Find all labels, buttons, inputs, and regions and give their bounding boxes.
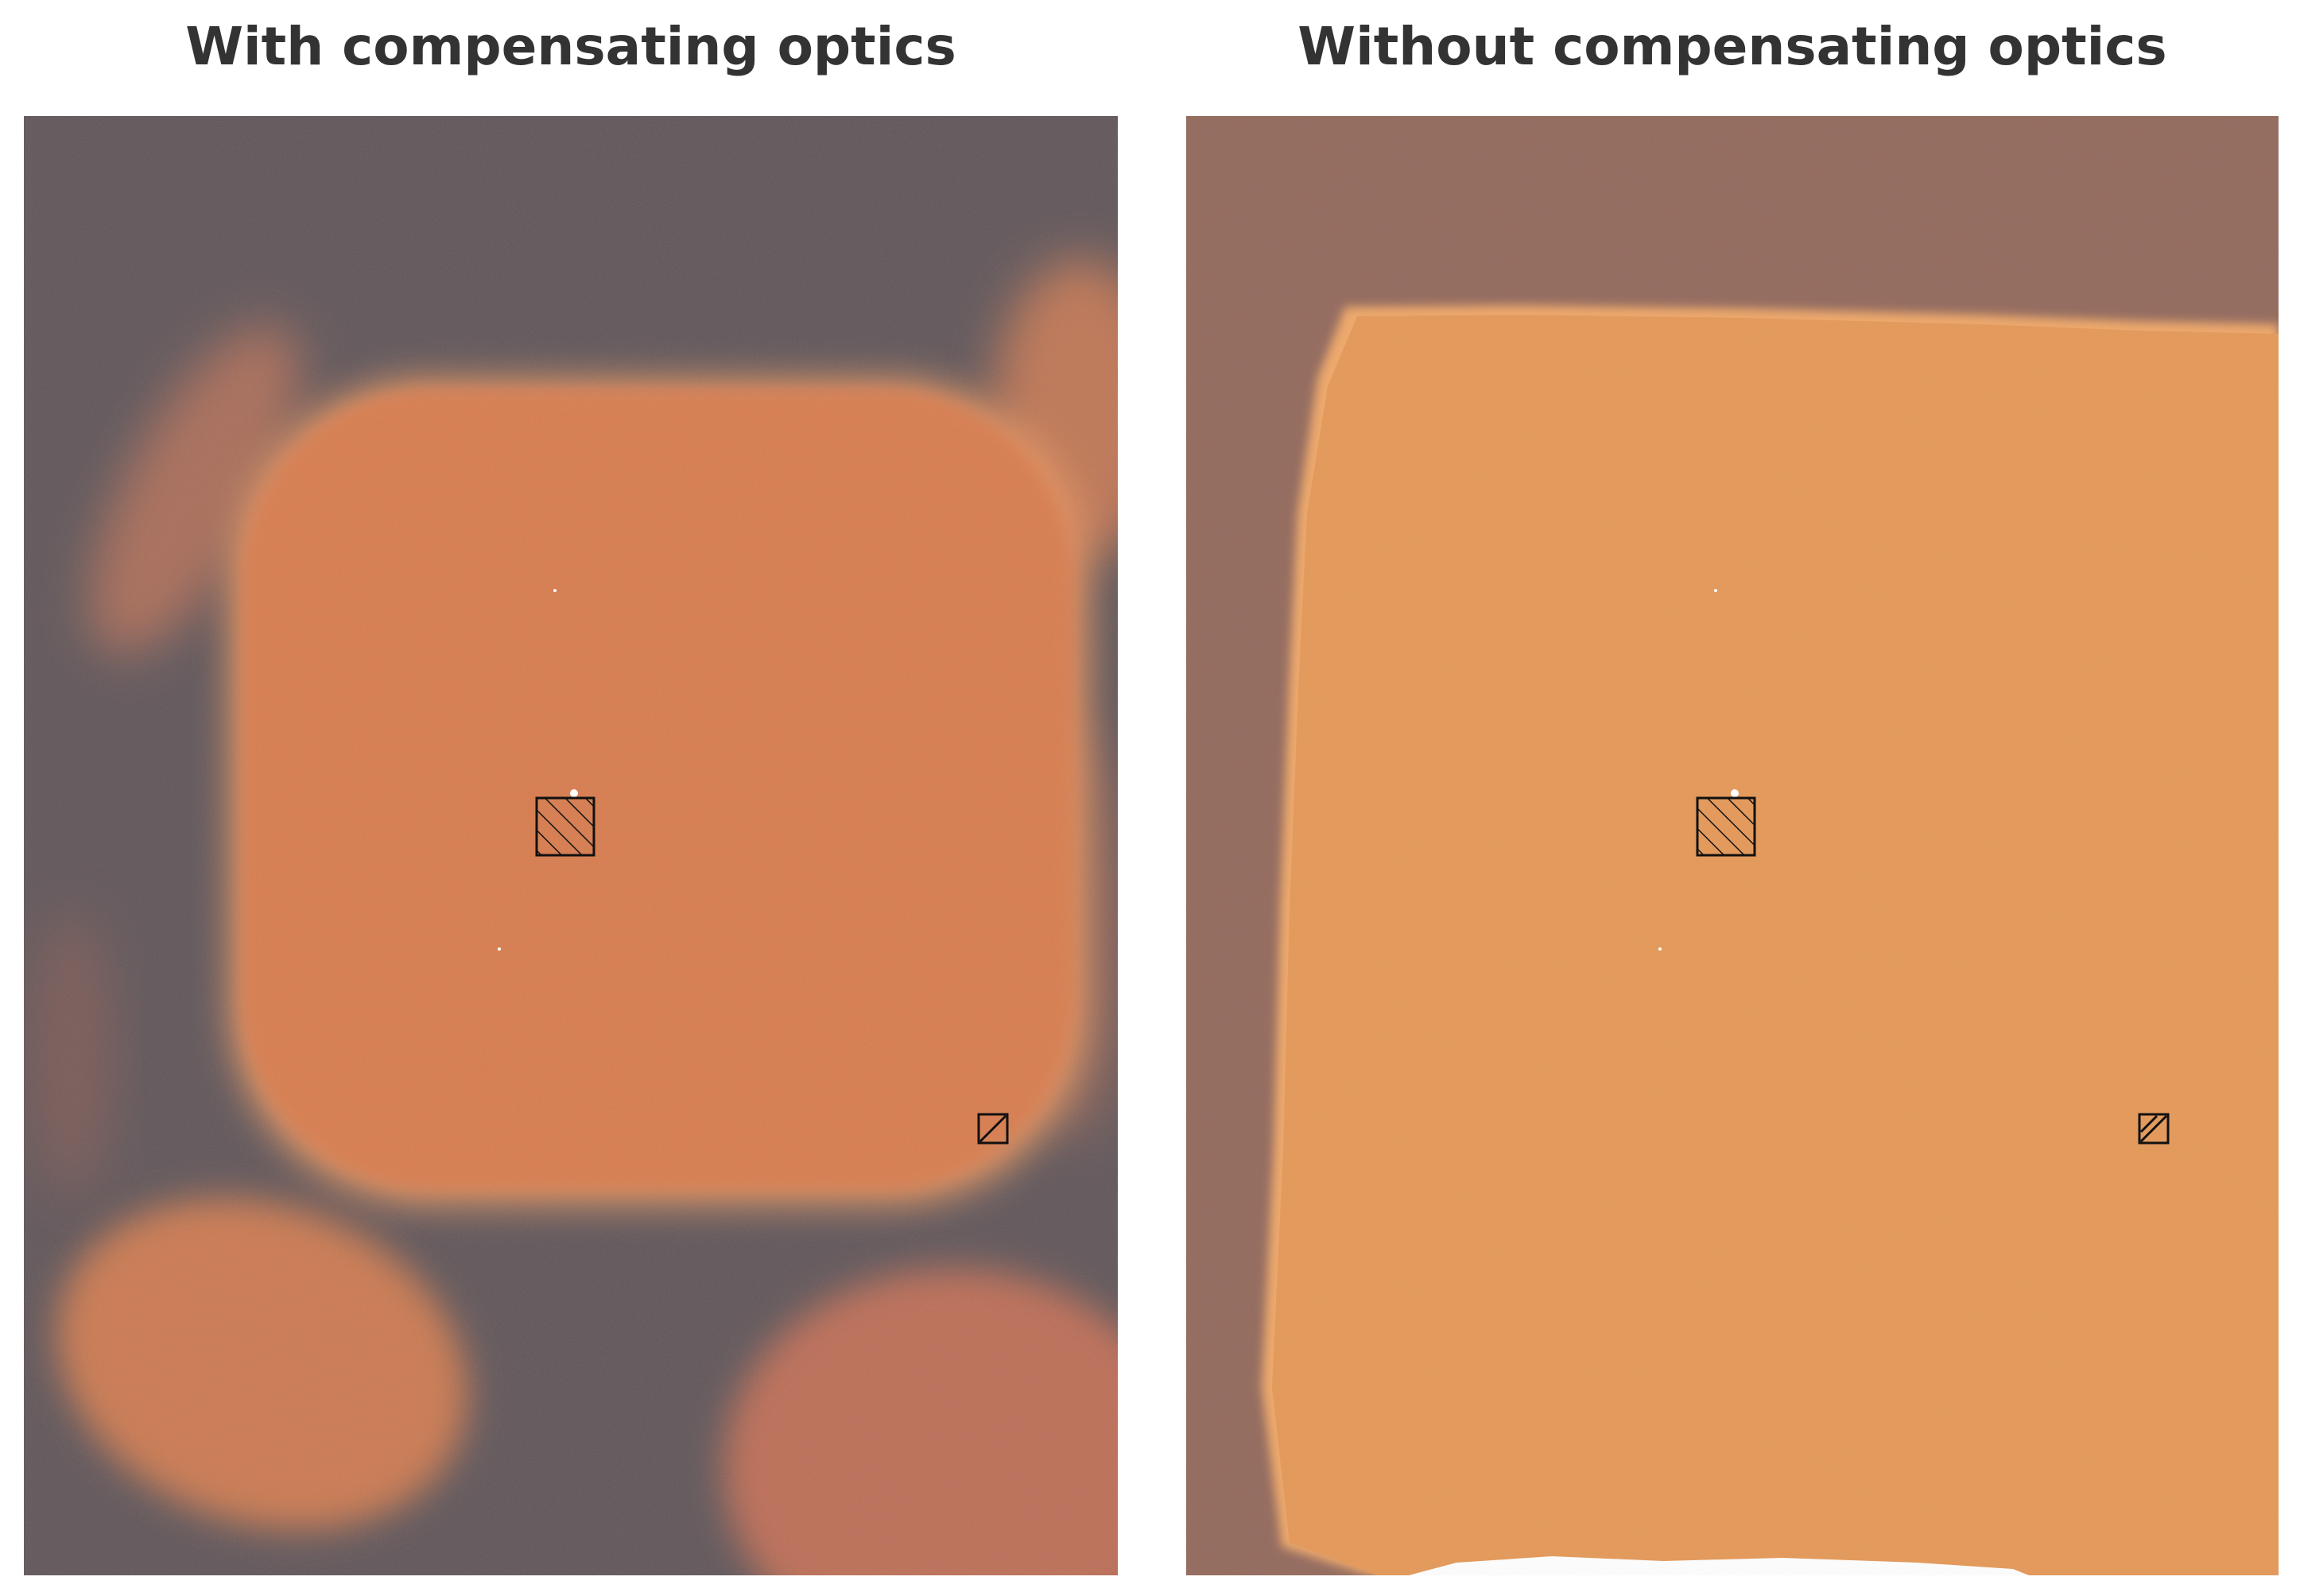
image-without-optics — [1186, 116, 2279, 1575]
panel-title-without-optics: Without compensating optics — [1297, 16, 2167, 77]
speck — [1731, 789, 1739, 797]
hatched-square-small — [2138, 1113, 2170, 1145]
panel-title-with-optics: With compensating optics — [185, 16, 956, 77]
speck — [1714, 589, 1717, 592]
speck — [498, 947, 501, 951]
hatched-square-small — [977, 1113, 1009, 1145]
speck — [1658, 947, 1662, 951]
speck — [553, 589, 557, 592]
image-with-optics — [24, 116, 1118, 1575]
speck — [570, 789, 578, 797]
hatched-square-center — [1696, 796, 1756, 857]
image-panel-with-optics — [24, 116, 1118, 1575]
hatched-square-center — [535, 796, 595, 857]
image-panel-without-optics — [1186, 116, 2279, 1575]
